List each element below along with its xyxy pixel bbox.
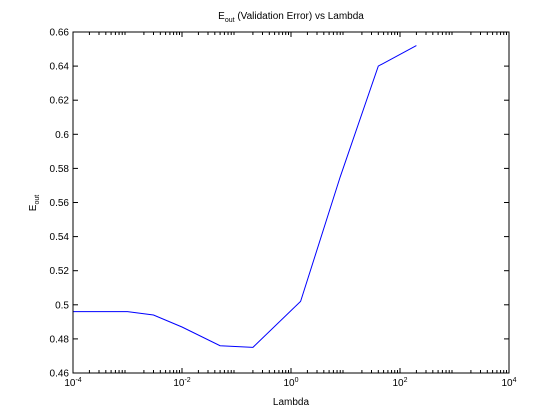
x-tick-label: 102 xyxy=(392,377,407,389)
y-axis-label-main: E xyxy=(28,204,39,211)
x-tick-label-exponent: 0 xyxy=(295,377,299,384)
y-tick-label: 0.48 xyxy=(50,334,70,345)
x-tick-label-exponent: 2 xyxy=(404,377,408,384)
y-axis-label: Eout xyxy=(28,195,41,211)
chart-title: Eout (Validation Error) vs Lambda xyxy=(218,11,364,24)
y-tick-label: 0.56 xyxy=(50,198,70,209)
y-tick-label: 0.66 xyxy=(50,28,70,39)
y-tick-label: 0.58 xyxy=(50,164,70,175)
x-tick-label-base: 10 xyxy=(283,378,295,389)
series-line xyxy=(73,45,417,348)
chart-title-subscript: out xyxy=(225,17,235,24)
chart-title-main: E xyxy=(218,11,225,22)
x-tick-label-exponent: 4 xyxy=(513,377,517,384)
y-tick-label: 0.5 xyxy=(55,300,69,311)
y-tick-label: 0.54 xyxy=(50,232,70,243)
chart-title-rest: (Validation Error) vs Lambda xyxy=(235,11,365,22)
x-tick-label: 10-4 xyxy=(64,377,81,389)
y-tick-label: 0.62 xyxy=(50,96,70,107)
y-tick-label: 0.52 xyxy=(50,266,70,277)
plot-area xyxy=(73,32,509,373)
axes-box xyxy=(72,31,510,374)
y-tick-label: 0.6 xyxy=(55,130,69,141)
y-tick-label: 0.64 xyxy=(50,62,70,73)
x-tick-label-exponent: -4 xyxy=(75,377,81,384)
x-tick-label-base: 10 xyxy=(64,378,76,389)
x-tick-label: 100 xyxy=(283,377,298,389)
x-tick-label: 104 xyxy=(501,377,516,389)
y-ticks: 0.46 0.48 0.5 0.52 0.54 0.56 0.58 0.6 0.62 0.64 0.… xyxy=(50,28,509,380)
x-tick-label-base: 10 xyxy=(392,378,404,389)
y-tick-label: 0.46 xyxy=(50,369,70,380)
x-tick-label: 10-2 xyxy=(173,377,190,389)
x-tick-label-base: 10 xyxy=(173,378,185,389)
x-axis-label: Lambda xyxy=(273,397,310,408)
x-tick-label-base: 10 xyxy=(501,378,513,389)
y-axis-label-subscript: out xyxy=(34,195,41,205)
x-tick-label-exponent: -2 xyxy=(184,377,190,384)
